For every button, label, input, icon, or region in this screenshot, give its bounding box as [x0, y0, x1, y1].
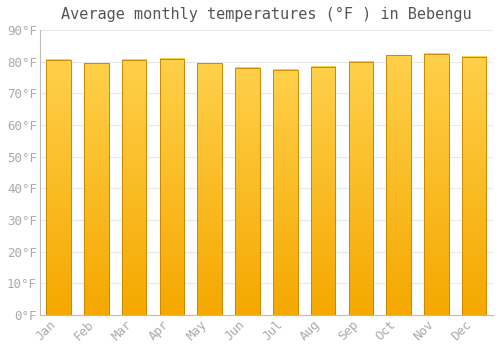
Bar	[84, 63, 108, 315]
Bar	[160, 58, 184, 315]
Bar	[462, 57, 486, 315]
Title: Average monthly temperatures (°F ) in Bebengu: Average monthly temperatures (°F ) in Be…	[61, 7, 472, 22]
Bar	[198, 63, 222, 315]
Bar	[311, 66, 336, 315]
Bar	[424, 54, 448, 315]
Bar	[122, 60, 146, 315]
Bar	[273, 70, 297, 315]
Bar	[348, 62, 373, 315]
Bar	[235, 68, 260, 315]
Bar	[46, 60, 71, 315]
Bar	[386, 55, 411, 315]
